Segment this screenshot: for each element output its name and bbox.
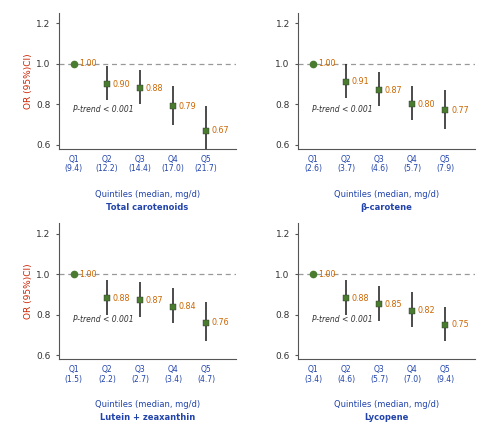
Text: Lutein + zeaxanthin: Lutein + zeaxanthin bbox=[100, 413, 195, 422]
Text: Q5: Q5 bbox=[201, 365, 212, 374]
Text: 0.84: 0.84 bbox=[179, 302, 196, 311]
Text: (5.7): (5.7) bbox=[403, 164, 421, 173]
Text: 0.88: 0.88 bbox=[352, 294, 369, 303]
Text: Q5: Q5 bbox=[201, 155, 212, 164]
Text: (2.6): (2.6) bbox=[304, 164, 322, 173]
Text: 0.90: 0.90 bbox=[113, 80, 130, 88]
Text: (4.6): (4.6) bbox=[337, 375, 355, 384]
Text: 0.88: 0.88 bbox=[146, 84, 163, 92]
Text: Q5: Q5 bbox=[440, 155, 451, 164]
Text: (7.9): (7.9) bbox=[437, 164, 455, 173]
Text: 0.87: 0.87 bbox=[146, 296, 163, 305]
Text: Q2: Q2 bbox=[341, 155, 351, 164]
Text: Quintiles (median, mg/d): Quintiles (median, mg/d) bbox=[334, 400, 439, 409]
Text: Total carotenoids: Total carotenoids bbox=[106, 203, 189, 212]
Text: 0.77: 0.77 bbox=[451, 106, 469, 115]
Text: (2.2): (2.2) bbox=[98, 375, 116, 384]
Text: Quintiles (median, mg/d): Quintiles (median, mg/d) bbox=[95, 400, 200, 409]
Text: (5.7): (5.7) bbox=[370, 375, 388, 384]
Text: Lycopene: Lycopene bbox=[365, 413, 409, 422]
Text: (3.7): (3.7) bbox=[337, 164, 355, 173]
Text: Quintiles (median, mg/d): Quintiles (median, mg/d) bbox=[95, 190, 200, 198]
Text: Quintiles (median, mg/d): Quintiles (median, mg/d) bbox=[334, 190, 439, 198]
Text: P-trend < 0.001: P-trend < 0.001 bbox=[312, 105, 373, 113]
Text: Q1: Q1 bbox=[69, 365, 79, 374]
Text: 0.76: 0.76 bbox=[212, 318, 229, 327]
Text: (4.6): (4.6) bbox=[370, 164, 388, 173]
Text: (1.5): (1.5) bbox=[65, 375, 83, 384]
Y-axis label: OR (95%)CI): OR (95%)CI) bbox=[24, 264, 33, 319]
Text: Q2: Q2 bbox=[101, 365, 112, 374]
Text: Q3: Q3 bbox=[374, 155, 385, 164]
Text: Q2: Q2 bbox=[341, 365, 351, 374]
Text: (9.4): (9.4) bbox=[65, 164, 83, 173]
Text: Q2: Q2 bbox=[101, 155, 112, 164]
Text: Q5: Q5 bbox=[440, 365, 451, 374]
Text: Q1: Q1 bbox=[308, 365, 319, 374]
Text: 1.00: 1.00 bbox=[79, 59, 97, 68]
Text: (17.0): (17.0) bbox=[162, 164, 185, 173]
Text: 0.75: 0.75 bbox=[451, 320, 469, 329]
Text: Q1: Q1 bbox=[69, 155, 79, 164]
Text: Q1: Q1 bbox=[308, 155, 319, 164]
Text: Q4: Q4 bbox=[407, 365, 418, 374]
Text: (3.4): (3.4) bbox=[304, 375, 322, 384]
Text: 1.00: 1.00 bbox=[79, 270, 97, 279]
Text: (12.2): (12.2) bbox=[96, 164, 118, 173]
Text: (21.7): (21.7) bbox=[195, 164, 218, 173]
Text: 0.85: 0.85 bbox=[385, 300, 402, 309]
Text: (2.7): (2.7) bbox=[131, 375, 149, 384]
Text: 0.80: 0.80 bbox=[418, 100, 436, 109]
Text: 0.67: 0.67 bbox=[212, 126, 229, 135]
Text: 0.87: 0.87 bbox=[385, 85, 402, 95]
Text: P-trend < 0.001: P-trend < 0.001 bbox=[312, 315, 373, 324]
Text: Q4: Q4 bbox=[407, 155, 418, 164]
Text: (7.0): (7.0) bbox=[403, 375, 421, 384]
Text: P-trend < 0.001: P-trend < 0.001 bbox=[73, 315, 134, 324]
Text: (14.4): (14.4) bbox=[128, 164, 151, 173]
Text: (3.4): (3.4) bbox=[164, 375, 182, 384]
Text: (9.4): (9.4) bbox=[437, 375, 455, 384]
Text: 0.79: 0.79 bbox=[179, 102, 196, 111]
Text: Q4: Q4 bbox=[168, 155, 178, 164]
Text: 0.88: 0.88 bbox=[113, 294, 130, 303]
Text: 0.82: 0.82 bbox=[418, 306, 436, 315]
Text: Q3: Q3 bbox=[374, 365, 385, 374]
Text: Q3: Q3 bbox=[135, 155, 146, 164]
Text: 0.91: 0.91 bbox=[352, 78, 369, 86]
Text: 1.00: 1.00 bbox=[318, 270, 336, 279]
Text: P-trend < 0.001: P-trend < 0.001 bbox=[73, 105, 134, 113]
Text: (4.7): (4.7) bbox=[197, 375, 215, 384]
Text: Q4: Q4 bbox=[168, 365, 178, 374]
Text: β-carotene: β-carotene bbox=[361, 203, 413, 212]
Y-axis label: OR (95%)CI): OR (95%)CI) bbox=[24, 53, 33, 109]
Text: Q3: Q3 bbox=[135, 365, 146, 374]
Text: 1.00: 1.00 bbox=[318, 59, 336, 68]
